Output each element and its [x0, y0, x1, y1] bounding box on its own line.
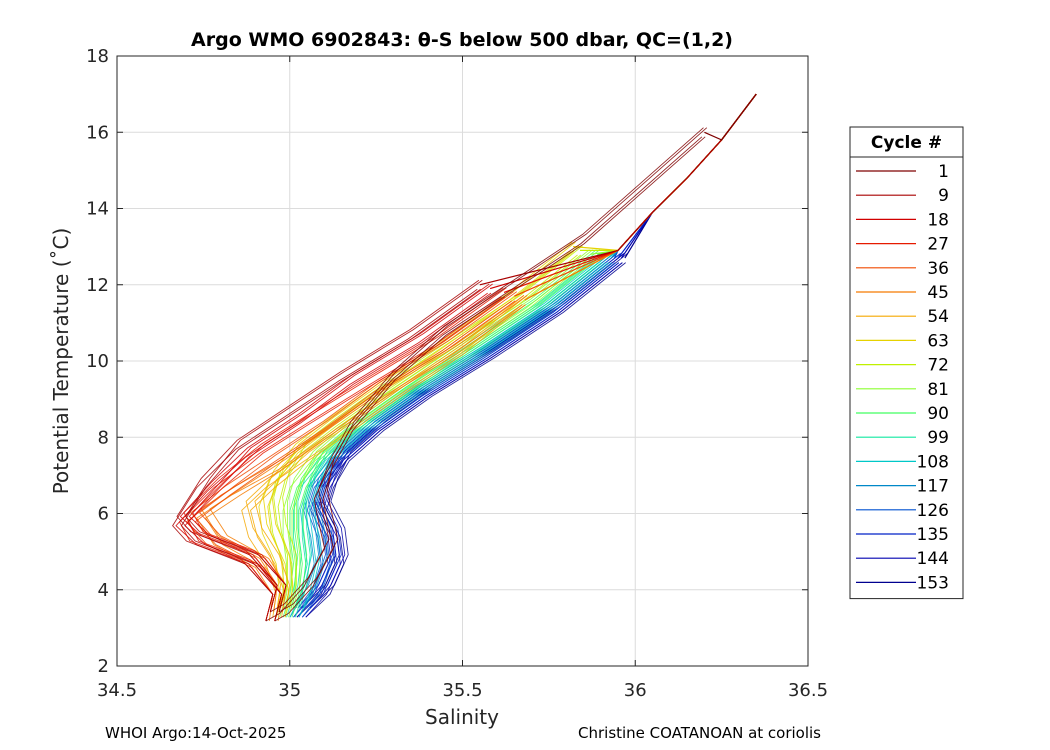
y-tick-label: 16 [86, 122, 109, 143]
legend-label-72: 72 [927, 356, 949, 376]
series-line-108 [289, 262, 606, 618]
x-tick-label: 34.5 [97, 680, 137, 701]
y-axis-label: Potential Temperature (˚C) [49, 228, 73, 495]
legend-label-36: 36 [927, 259, 949, 279]
series-line-45 [209, 295, 528, 612]
series-line-135 [306, 253, 621, 609]
ticks: 34.5 35 35.5 36 36.5 2 4 6 8 10 12 14 16 18 [86, 46, 828, 701]
legend-label-9: 9 [938, 186, 949, 206]
chart-title: Argo WMO 6902843: θ-S below 500 dbar, QC… [191, 29, 733, 51]
legend-title: Cycle # [871, 133, 942, 153]
series-line-144 [309, 253, 625, 609]
series-line-18 [184, 292, 492, 622]
x-tick-label: 36.5 [788, 680, 828, 701]
legend-label-117: 117 [917, 477, 949, 497]
y-tick-label: 18 [86, 46, 109, 67]
legend-label-18: 18 [927, 210, 949, 230]
x-axis-label: Salinity [425, 705, 499, 729]
series-line-54 [249, 304, 526, 618]
series-line-1 [270, 127, 704, 613]
legend-label-99: 99 [927, 428, 949, 448]
series-line-9 [185, 279, 483, 613]
series-line-81 [288, 258, 592, 618]
series-line-90 [282, 258, 596, 618]
series-line-153 [309, 253, 628, 609]
legend-label-81: 81 [927, 380, 949, 400]
legend-label-27: 27 [927, 235, 949, 255]
y-tick-label: 10 [86, 351, 109, 372]
legend-label-135: 135 [917, 525, 949, 545]
legend-label-45: 45 [927, 283, 949, 303]
y-tick-label: 14 [86, 199, 109, 220]
series-line-108 [302, 253, 611, 609]
legend-label-153: 153 [917, 573, 949, 593]
legend-label-1: 1 [938, 162, 949, 182]
legend-label-108: 108 [917, 452, 949, 472]
x-tick-label: 35 [278, 680, 301, 701]
x-tick-label: 35.5 [442, 680, 482, 701]
legend-label-54: 54 [927, 307, 949, 327]
series-line-54 [254, 295, 528, 609]
legend: Cycle # 1 9 18 27 36 45 54 63 72 81 90 99 108 117 126 13… [849, 126, 964, 600]
series-line-90 [291, 258, 599, 618]
y-tick-label: 4 [98, 580, 109, 601]
series-layer [172, 93, 757, 622]
x-tick-label: 36 [624, 680, 647, 701]
series-line-18 [188, 283, 493, 613]
footer-right: Christine COATANOAN at coriolis [578, 724, 821, 742]
series-line-9 [176, 279, 480, 613]
legend-label-63: 63 [927, 331, 949, 351]
series-line-1 [274, 136, 706, 622]
series-line-81 [292, 249, 594, 609]
legend-label-126: 126 [917, 501, 949, 521]
y-tick-label: 8 [98, 427, 109, 448]
series-line-81 [279, 258, 589, 618]
series-line-9 [172, 288, 478, 622]
series-line-108 [298, 262, 609, 618]
legend-label-144: 144 [917, 549, 949, 569]
y-tick-label: 12 [86, 275, 109, 296]
y-tick-label: 2 [98, 656, 109, 677]
series-line-54 [241, 304, 523, 618]
series-line-18 [175, 292, 488, 622]
legend-box [849, 126, 964, 600]
series-line-54 [245, 295, 525, 609]
y-tick-label: 6 [98, 504, 109, 525]
series-line-1 [278, 127, 708, 613]
footer-left: WHOI Argo:14-Oct-2025 [105, 724, 287, 742]
series-upper-1 [704, 93, 757, 141]
legend-label-90: 90 [927, 404, 949, 424]
series-line-72 [273, 245, 580, 609]
series-line-9 [180, 288, 481, 622]
